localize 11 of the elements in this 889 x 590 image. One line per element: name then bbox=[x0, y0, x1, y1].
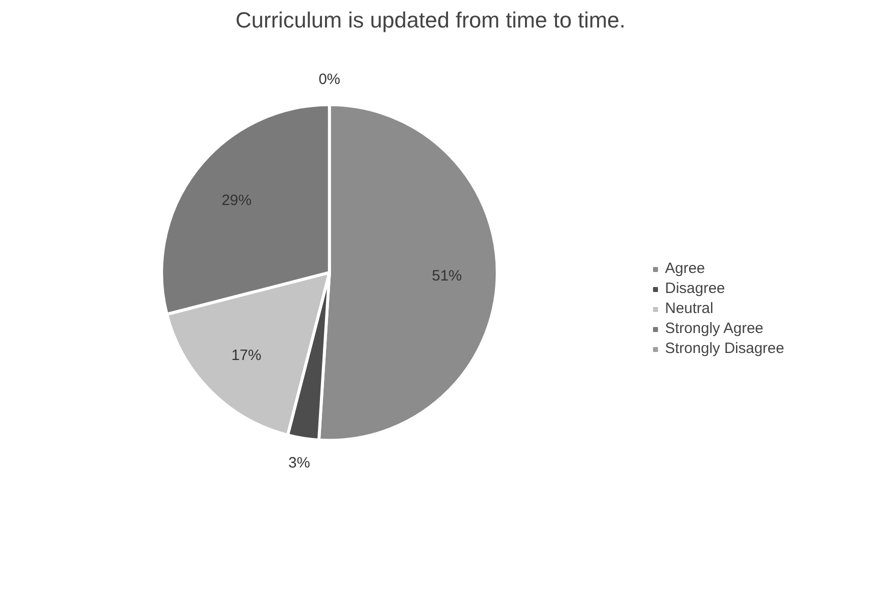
legend-label: Strongly Disagree bbox=[665, 340, 784, 357]
data-label: 3% bbox=[288, 454, 310, 472]
chart-title: Curriculum is updated from time to time. bbox=[235, 8, 626, 32]
legend-label: Neutral bbox=[665, 300, 714, 317]
legend-label: Disagree bbox=[665, 280, 726, 297]
legend-label: Agree bbox=[665, 260, 706, 277]
data-label: 29% bbox=[222, 192, 252, 209]
legend-label: Strongly Agree bbox=[665, 320, 764, 337]
data-label: 17% bbox=[231, 347, 262, 364]
data-label: 51% bbox=[432, 268, 462, 285]
text: 0% bbox=[318, 70, 340, 88]
